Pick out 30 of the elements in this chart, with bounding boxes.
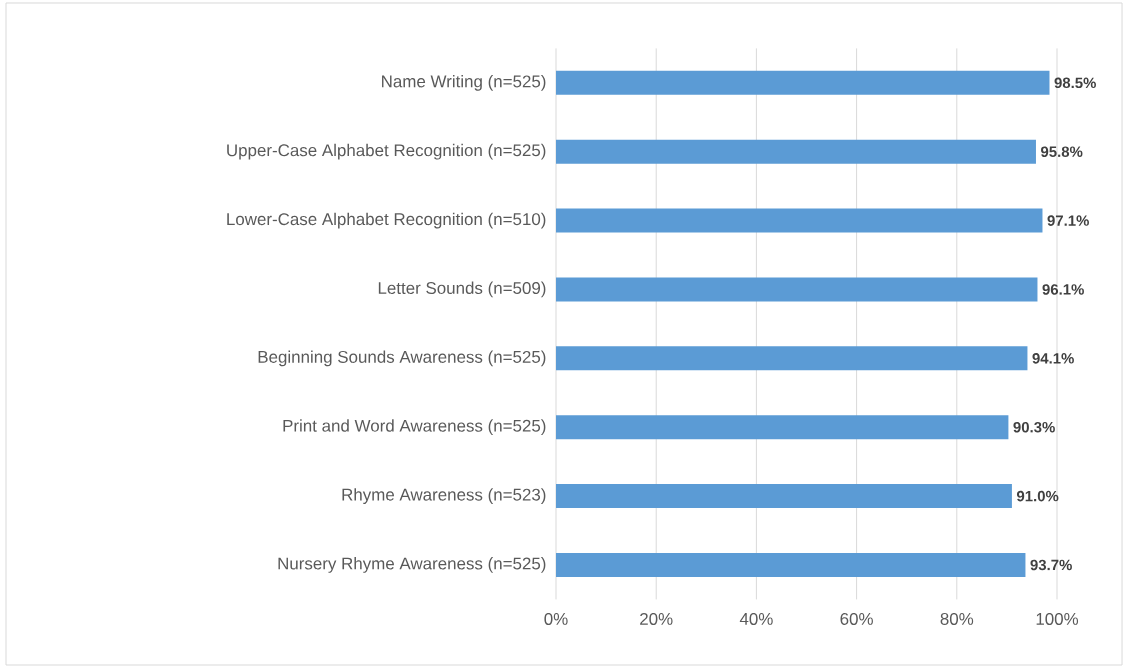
x-tick-label: 80% — [940, 612, 974, 625]
data-label: 93.7% — [1030, 559, 1072, 571]
data-label: 90.3% — [1013, 421, 1055, 433]
bar — [556, 415, 1009, 440]
x-tick-label: 20% — [640, 612, 673, 625]
y-tick-label: Nursery Rhyme Awareness (n=525) — [278, 557, 546, 573]
y-tick-label: Beginning Sounds Awareness (n=525) — [258, 350, 546, 367]
data-label: 91.0% — [1016, 490, 1059, 502]
y-tick-label: Letter Sounds (n=509) — [378, 281, 546, 298]
data-label: 94.1% — [1032, 353, 1074, 364]
y-tick-label: Upper-Case Alphabet Recognition (n=525) — [227, 143, 546, 160]
x-tick-label: 40% — [739, 612, 773, 625]
bar — [556, 208, 1043, 233]
bar — [556, 139, 1036, 164]
bar — [556, 70, 1050, 95]
y-tick-label: Lower-Case Alphabet Recognition (n=510) — [227, 212, 546, 229]
data-label: 98.5% — [1054, 77, 1096, 89]
y-tick-label: Name Writing (n=525) — [382, 74, 546, 91]
x-tick-label: 0% — [544, 612, 568, 625]
bar — [556, 277, 1038, 302]
y-tick-label: Print and Word Awareness (n=525) — [283, 419, 546, 436]
y-tick-label: Rhyme Awareness (n=523) — [342, 488, 546, 504]
bar — [556, 484, 1012, 509]
bar — [556, 346, 1028, 371]
x-tick-label: 60% — [840, 612, 873, 625]
data-label: 97.1% — [1047, 215, 1089, 226]
data-label: 96.1% — [1042, 284, 1084, 295]
data-label: 95.8% — [1041, 146, 1083, 157]
bar — [556, 552, 1026, 577]
x-tick-label: 100% — [1036, 612, 1079, 625]
